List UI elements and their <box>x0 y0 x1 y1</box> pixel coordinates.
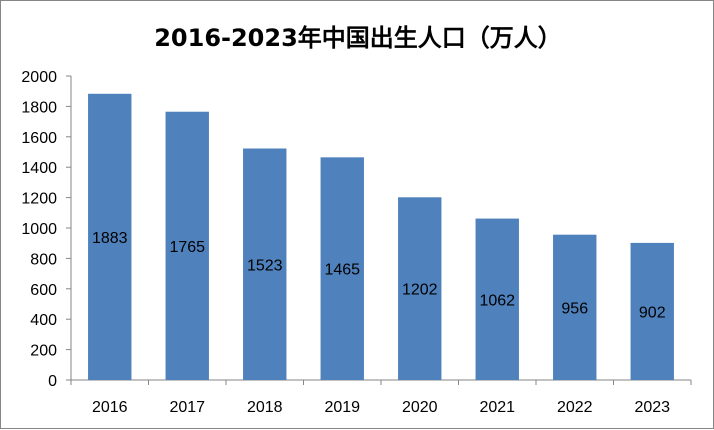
data-label-2019: 1465 <box>324 262 360 279</box>
x-tick-label: 2021 <box>479 399 515 416</box>
y-tick-label: 2000 <box>21 69 57 86</box>
y-tick-label: 400 <box>30 312 57 329</box>
bars <box>88 93 674 380</box>
data-label-2023: 902 <box>639 304 666 321</box>
y-tick-label: 1200 <box>21 191 57 208</box>
y-tick-label: 1600 <box>21 130 57 147</box>
x-tick-label: 2020 <box>402 399 438 416</box>
data-labels: 1883 1765 1523 1465 1202 1062 956 902 <box>92 230 666 322</box>
data-label-2021: 1062 <box>479 292 515 309</box>
bar-2021 <box>475 218 519 380</box>
y-tick-label: 1800 <box>21 99 57 116</box>
y-tick-label: 600 <box>30 282 57 299</box>
data-label-2016: 1883 <box>92 230 128 247</box>
y-tick-label: 1000 <box>21 221 57 238</box>
x-tick-label: 2023 <box>634 399 670 416</box>
bar-2019 <box>320 157 364 380</box>
x-tick-label: 2018 <box>247 399 283 416</box>
bar-2023 <box>630 242 674 380</box>
x-tick-label: 2017 <box>169 399 205 416</box>
bar-2017 <box>165 111 209 380</box>
data-label-2018: 1523 <box>247 257 283 274</box>
x-tick-label: 2019 <box>324 399 360 416</box>
x-tick-label: 2016 <box>92 399 128 416</box>
data-label-2022: 956 <box>561 300 588 317</box>
x-tick-label: 2022 <box>557 399 593 416</box>
chart-title: 2016-2023年中国出生人口（万人） <box>154 24 562 52</box>
bar-2016 <box>88 93 132 380</box>
data-label-2017: 1765 <box>169 239 205 256</box>
data-label-2020: 1202 <box>402 282 438 299</box>
y-axis-ticks: 0 200 400 600 800 1000 1200 1400 1600 1800 2000 <box>21 69 71 390</box>
y-tick-label: 800 <box>30 251 57 268</box>
x-axis-ticks: 2016 2017 2018 2019 2020 2021 2022 2023 <box>70 380 692 416</box>
bar-2020 <box>398 197 442 380</box>
y-tick-label: 1400 <box>21 160 57 177</box>
bar-2022 <box>553 234 597 380</box>
y-tick-label: 200 <box>30 343 57 360</box>
bar-2018 <box>243 148 287 380</box>
y-tick-label: 0 <box>48 373 57 390</box>
